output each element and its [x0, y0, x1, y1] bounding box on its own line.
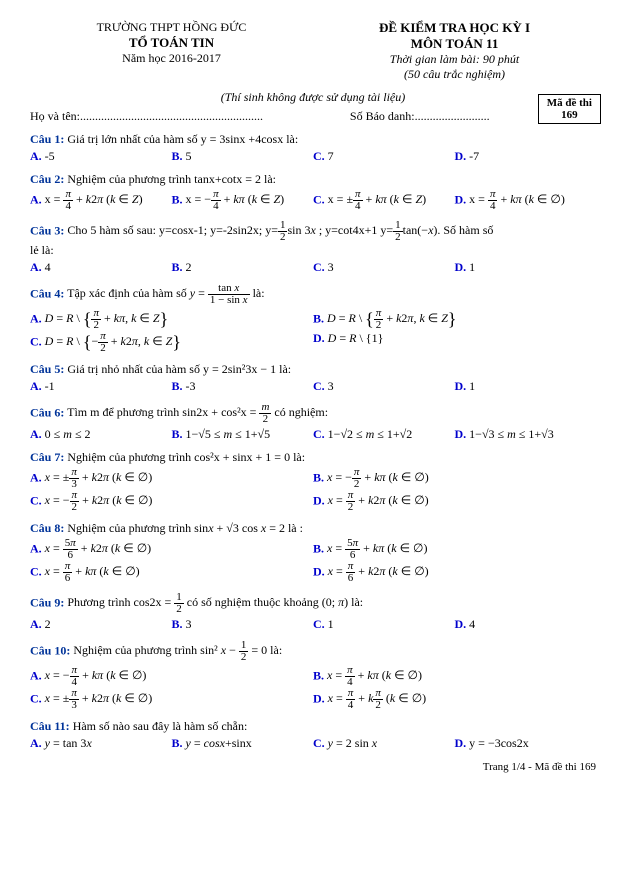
sbd-label: Số Báo danh: — [350, 109, 415, 123]
q4-opt-b: B. — [313, 311, 327, 325]
school-name: TRƯỜNG THPT HỒNG ĐỨC — [30, 20, 313, 35]
note: (Thí sinh không được sử dụng tài liệu) — [30, 90, 596, 105]
q4-label: Câu 4: — [30, 286, 64, 300]
q3-cont: lẻ là: — [30, 243, 596, 258]
q10-label: Câu 10: — [30, 643, 70, 657]
q6-text: Tìm m để phương trình sin2x + cos²x = m2… — [64, 405, 328, 419]
q8-opt-a: A. — [30, 541, 45, 555]
q11-label: Câu 11: — [30, 719, 70, 733]
header-right: ĐỀ KIỂM TRA HỌC KỲ I MÔN TOÁN 11 Thời gi… — [313, 20, 596, 82]
q6-opt-a: A. — [30, 427, 45, 441]
q10-opt-d: D. — [313, 691, 328, 705]
q11-opt-c: C. — [313, 736, 328, 750]
q9-opt-a: A. — [30, 617, 45, 631]
q8-opt-d: D. — [313, 564, 328, 578]
question-11: Câu 11: Hàm số nào sau đây là hàm số chẵ… — [30, 719, 596, 751]
question-3: Câu 3: Cho 5 hàm số sau: y=cosx-1; y=-2s… — [30, 220, 596, 275]
subject: MÔN TOÁN 11 — [313, 36, 596, 52]
question-1: Câu 1: Giá trị lớn nhất của hàm số y = 3… — [30, 132, 596, 164]
exam-time: Thời gian làm bài: 90 phút — [313, 52, 596, 67]
q2-opt-d: D. — [455, 192, 470, 206]
q3-opt-d: D. — [455, 260, 470, 274]
q6-opt-c: C. — [313, 427, 328, 441]
q1-opt-a: A. — [30, 149, 45, 163]
q3-text: Cho 5 hàm số sau: y=cosx-1; y=-2sin2x; y… — [64, 223, 493, 237]
q5-opt-d: D. — [455, 379, 470, 393]
q1-label: Câu 1: — [30, 132, 64, 146]
q11-opt-a: A. — [30, 736, 45, 750]
q2-opt-b: B. — [172, 192, 186, 206]
q5-opt-c: C. — [313, 379, 328, 393]
question-10: Câu 10: Nghiệm của phương trình sin² x −… — [30, 640, 596, 711]
q5-label: Câu 5: — [30, 362, 64, 376]
q3-opt-c: C. — [313, 260, 328, 274]
q7-text: Nghiệm của phương trình cos²x + sinx + 1… — [64, 450, 305, 464]
q4-text: Tập xác định của hàm số y = tan x1 − sin… — [64, 286, 264, 300]
q10-opt-b: B. — [313, 668, 327, 682]
q5-opt-b: B. — [172, 379, 186, 393]
question-2: Câu 2: Nghiệm của phương trình tanx+cotx… — [30, 172, 596, 212]
q8-opt-c: C. — [30, 564, 45, 578]
question-9: Câu 9: Phương trình cos2x = 12 có số ngh… — [30, 592, 596, 632]
q6-opt-d: D. — [455, 427, 470, 441]
q8-text: Nghiệm của phương trình sinx + √3 cos x … — [64, 521, 303, 535]
q6-opt-b: B. — [172, 427, 186, 441]
question-6: Câu 6: Tìm m để phương trình sin2x + cos… — [30, 402, 596, 442]
code-label: Mã đề thi — [547, 97, 592, 109]
q1-opt-b: B. — [172, 149, 186, 163]
q2-opt-a: A. — [30, 192, 45, 206]
sbd-field: Số Báo danh:......................... — [350, 109, 596, 124]
q9-text: Phương trình cos2x = 12 có số nghiệm thu… — [64, 595, 363, 609]
q3-opt-a: A. — [30, 260, 45, 274]
q10-opt-a: A. — [30, 668, 45, 682]
q3-opt-b: B. — [172, 260, 186, 274]
q7-opt-b: B. — [313, 470, 327, 484]
q1-opt-c: C. — [313, 149, 328, 163]
question-5: Câu 5: Giá trị nhỏ nhất của hàm số y = 2… — [30, 362, 596, 394]
q10-text: Nghiệm của phương trình sin² x − 12 = 0 … — [70, 643, 282, 657]
name-label: Họ và tên: — [30, 109, 80, 123]
q9-opt-c: C. — [313, 617, 328, 631]
q2-opt-c: C. — [313, 192, 328, 206]
q6-label: Câu 6: — [30, 405, 64, 419]
q5-opt-a: A. — [30, 379, 45, 393]
q9-opt-d: D. — [455, 617, 470, 631]
q8-label: Câu 8: — [30, 521, 64, 535]
question-7: Câu 7: Nghiệm của phương trình cos²x + s… — [30, 450, 596, 513]
q10-opt-c: C. — [30, 691, 45, 705]
q11-opt-b: B. — [172, 736, 186, 750]
question-4: Câu 4: Tập xác định của hàm số y = tan x… — [30, 283, 596, 354]
q4-opt-d: D. — [313, 331, 328, 345]
header: TRƯỜNG THPT HỒNG ĐỨC TỔ TOÁN TIN Năm học… — [30, 20, 596, 82]
q4-opt-a: A. — [30, 311, 45, 325]
exam-title: ĐỀ KIỂM TRA HỌC KỲ I — [313, 20, 596, 36]
question-8: Câu 8: Nghiệm của phương trình sinx + √3… — [30, 521, 596, 584]
school-year: Năm học 2016-2017 — [30, 51, 313, 66]
q11-opt-d: D. — [455, 736, 470, 750]
header-left: TRƯỜNG THPT HỒNG ĐỨC TỔ TOÁN TIN Năm học… — [30, 20, 313, 82]
q7-opt-d: D. — [313, 493, 328, 507]
info-row: Họ và tên:..............................… — [30, 109, 596, 124]
name-field: Họ và tên:..............................… — [30, 109, 350, 124]
q8-opt-b: B. — [313, 541, 327, 555]
q3-label: Câu 3: — [30, 223, 64, 237]
q1-opt-d: D. — [455, 149, 470, 163]
q9-label: Câu 9: — [30, 595, 64, 609]
q5-text: Giá trị nhỏ nhất của hàm số y = 2sin²3x … — [64, 362, 291, 376]
q9-opt-b: B. — [172, 617, 186, 631]
dept-name: TỔ TOÁN TIN — [30, 35, 313, 51]
q7-label: Câu 7: — [30, 450, 64, 464]
q4-opt-c: C. — [30, 334, 45, 348]
q7-opt-c: C. — [30, 493, 45, 507]
q11-text: Hàm số nào sau đây là hàm số chẵn: — [70, 719, 248, 733]
q7-opt-a: A. — [30, 470, 45, 484]
num-questions: (50 câu trắc nghiệm) — [313, 67, 596, 82]
q2-text: Nghiệm của phương trình tanx+cotx = 2 là… — [64, 172, 276, 186]
q2-label: Câu 2: — [30, 172, 64, 186]
q1-text: Giá trị lớn nhất của hàm số y = 3sinx +4… — [64, 132, 298, 146]
page-footer: Trang 1/4 - Mã đề thi 169 — [30, 761, 596, 773]
